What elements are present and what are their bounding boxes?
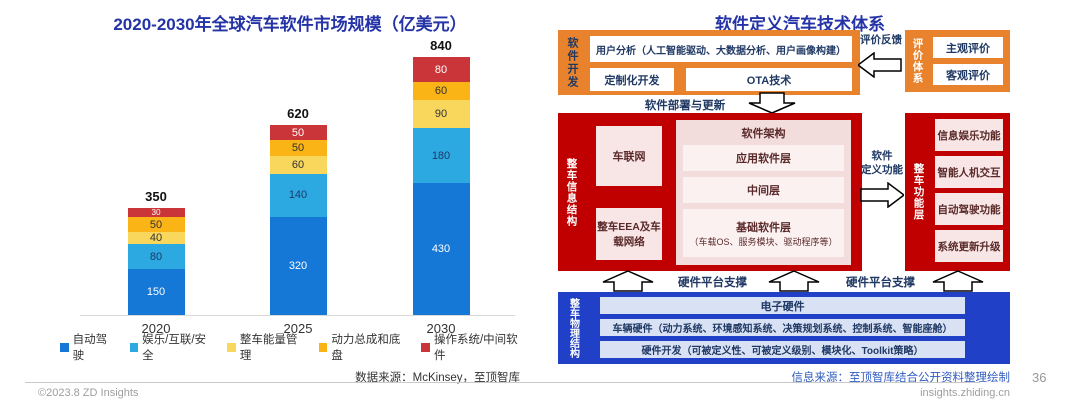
eea-network-box: 整车EEA及车载网络 [596, 208, 662, 260]
footer-copyright: ©2023.8 ZD Insights [38, 387, 139, 399]
bar-segment: 320 [269, 216, 327, 315]
hw-support-label-left: 硬件平台支撑 [678, 277, 747, 289]
legend-swatch [129, 342, 139, 352]
up-arrow-icon [768, 270, 820, 292]
bar-segment: 430 [412, 183, 470, 315]
software-architecture-title: 软件架构 [741, 128, 786, 140]
up-arrow-icon [602, 270, 654, 292]
physical-row: 电子硬件 [600, 297, 965, 314]
base-layer-note: （车载OS、服务模块、驱动程序等） [689, 236, 838, 247]
ota-box: OTA技术 [686, 68, 852, 91]
physical-structure-box: 整车物理结构 电子硬件 车辆硬件（动力系统、环境感知系统、决策规划系统、控制系统… [558, 292, 1010, 364]
bar-segment: 50 [269, 124, 327, 141]
legend-label: 整车能量管理 [239, 334, 298, 362]
app-layer-box: 应用软件层 [683, 145, 844, 171]
legend-label: 娱乐/互联/安全 [142, 334, 207, 362]
legend-item: 操作系统/中间软件 [421, 331, 525, 363]
deploy-update-label: 软件部署与更新 [644, 100, 726, 112]
legend-label: 自动驾驶 [72, 334, 108, 362]
telematics-box: 车联网 [596, 126, 662, 186]
evaluation-label: 评价体系 [911, 38, 924, 84]
software-architecture-box: 软件架构 应用软件层 中间层 基础软件层 （车载OS、服务模块、驱动程序等） [676, 120, 851, 265]
bar-total-label: 350 [145, 188, 167, 204]
bar-segment: 60 [269, 155, 327, 174]
bar-segment: 90 [412, 100, 470, 128]
chart-title: 2020-2030年全球汽车软件市场规模（亿美元） [113, 15, 467, 34]
diagram-title: 软件定义汽车技术体系 [715, 15, 885, 34]
physical-row: 硬件开发（可被定义性、可被定义级别、模块化、Toolkit策略） [600, 341, 965, 358]
bar-segment: 80 [127, 244, 185, 269]
bar-segment: 50 [269, 140, 327, 156]
x-axis-tick-label: 2030 [426, 321, 456, 336]
legend-swatch [318, 342, 328, 352]
legend-item: 自动驾驶 [60, 331, 117, 363]
x-axis-line [80, 315, 515, 316]
left-arrow-icon [858, 52, 902, 78]
evaluation-box: 评价体系 主观评价 客观评价 [905, 30, 1010, 92]
objective-eval-box: 客观评价 [933, 64, 1003, 85]
stacked-bar-chart: 150 80 40 50 30 350 2020 320 140 60 50 50 620 2025 430… [127, 38, 470, 336]
custom-dev-box: 定制化开发 [590, 68, 674, 91]
bar-segment: 180 [412, 127, 470, 184]
legend-swatch [60, 342, 69, 352]
down-arrow-icon [748, 92, 796, 114]
physical-row: 车辆硬件（动力系统、环境感知系统、决策规划系统、控制系统、智能座舱） [600, 319, 965, 336]
physical-structure-label: 整车物理结构 [567, 298, 579, 358]
software-dev-box: 软件开发 用户分析（人工智能驱动、大数据分析、用户画像构建） 定制化开发 OTA… [558, 30, 860, 95]
function-item: 信息娱乐功能 [935, 119, 1003, 151]
base-layer-box: 基础软件层 （车载OS、服务模块、驱动程序等） [683, 209, 844, 257]
bar-segment: 140 [269, 173, 327, 217]
function-item: 系统更新升级 [935, 230, 1003, 262]
subjective-eval-box: 主观评价 [933, 37, 1003, 58]
legend-item: 整车能量管理 [227, 331, 306, 363]
hw-support-label-right: 硬件平台支撑 [846, 277, 915, 289]
middle-layer-box: 中间层 [683, 177, 844, 203]
bar-segment: 30 [127, 207, 185, 217]
chart-legend: 自动驾驶 娱乐/互联/安全 整车能量管理 动力总成和底盘 操作系统/中间软件 [60, 331, 525, 363]
software-dev-label: 软件开发 [566, 36, 578, 89]
evaluation-feedback-label: 评价反馈 [860, 34, 902, 46]
bar-total-label: 620 [287, 105, 309, 121]
base-layer-title: 基础软件层 [736, 221, 791, 234]
legend-swatch [227, 342, 236, 352]
bar-segment: 60 [412, 81, 470, 101]
info-structure-box: 整车信息结构 车联网 整车EEA及车载网络 软件架构 应用软件层 中间层 基础软… [558, 113, 862, 271]
bar-total-label: 840 [430, 38, 452, 54]
legend-swatch [421, 342, 430, 352]
function-item: 智能人机交互 [935, 156, 1003, 188]
legend-label: 动力总成和底盘 [331, 334, 401, 362]
bar-segment: 150 [127, 269, 185, 315]
page-number: 36 [1032, 370, 1047, 385]
info-structure-label: 整车信息结构 [565, 157, 578, 227]
legend-item: 娱乐/互联/安全 [129, 331, 215, 363]
bar-segment: 80 [412, 57, 470, 82]
legend-item: 动力总成和底盘 [318, 331, 409, 363]
x-axis-tick-label: 2025 [283, 321, 313, 336]
footer-divider [25, 382, 980, 383]
diagram-info-source: 信息来源：至顶智库结合公开资料整理绘制 [791, 372, 1011, 384]
footer-site: insights.zhiding.cn [920, 387, 1010, 399]
function-layer-box: 整车功能层 信息娱乐功能 智能人机交互 自动驾驶功能 系统更新升级 [905, 113, 1010, 271]
x-axis-tick-label: 2020 [141, 321, 171, 336]
bar-segment: 40 [127, 232, 185, 245]
sdf-label: 软件 定义功能 [861, 150, 903, 176]
chart-data-source: 数据来源：McKinsey，至顶智库 [355, 372, 520, 384]
legend-label: 操作系统/中间软件 [433, 334, 518, 362]
function-item: 自动驾驶功能 [935, 193, 1003, 225]
function-layer-label: 整车功能层 [912, 163, 925, 221]
bar-segment: 50 [127, 216, 185, 233]
user-analysis-box: 用户分析（人工智能驱动、大数据分析、用户画像构建） [590, 36, 852, 62]
right-arrow-icon [860, 182, 904, 208]
up-arrow-icon [932, 270, 984, 292]
